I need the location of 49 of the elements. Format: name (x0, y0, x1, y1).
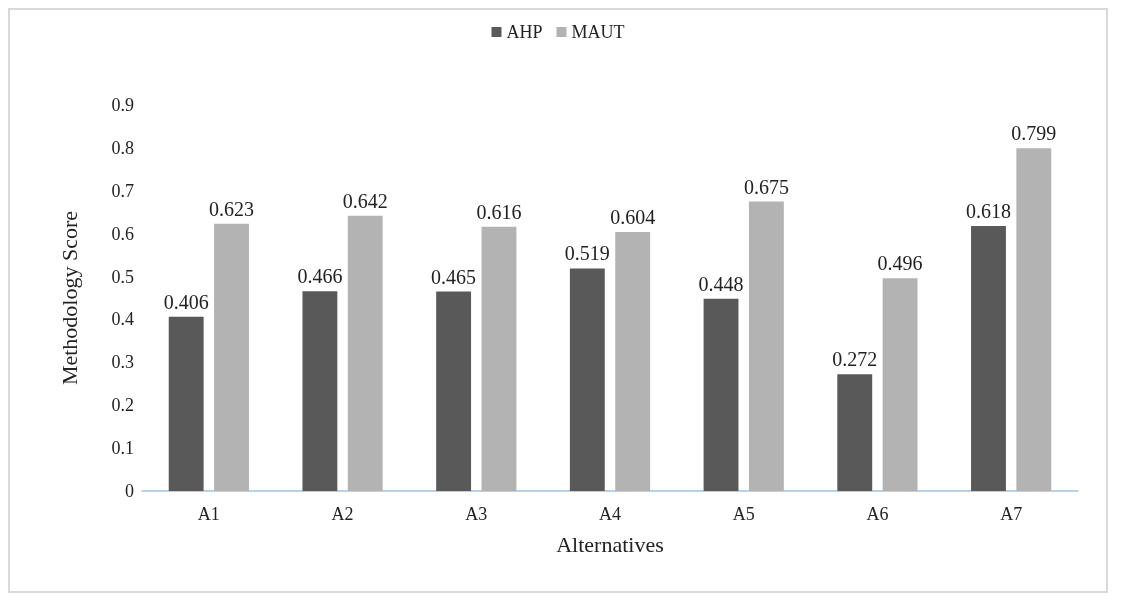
data-label: 0.496 (877, 252, 923, 275)
data-label: 0.616 (476, 200, 522, 223)
y-tick-label: 0.6 (111, 223, 134, 244)
data-label: 0.642 (342, 189, 388, 212)
bar (481, 226, 517, 491)
data-label: 0.406 (163, 290, 209, 313)
x-tick-label: A5 (732, 504, 755, 524)
bar (882, 278, 918, 491)
x-axis-title: Alternatives (556, 531, 664, 557)
bar (347, 215, 383, 491)
data-label: 0.466 (297, 265, 343, 288)
y-tick-label: 0.4 (111, 309, 134, 330)
data-label: 0.604 (610, 205, 656, 228)
bar (703, 298, 739, 491)
y-tick-label: 0.3 (111, 352, 134, 373)
data-label: 0.272 (832, 348, 878, 371)
x-tick-label: A4 (599, 504, 621, 524)
y-axis-title: Methodology Score (56, 210, 82, 386)
x-tick-label: A6 (866, 504, 889, 524)
x-tick-label: A3 (465, 504, 488, 524)
y-tick-label: 0 (125, 481, 134, 501)
data-label: 0.618 (965, 199, 1011, 222)
x-tick-label: A1 (197, 504, 220, 524)
x-tick-label: A7 (1000, 504, 1023, 524)
y-tick-label: 0.7 (111, 180, 134, 201)
data-label: 0.623 (209, 197, 255, 220)
bar (168, 316, 204, 491)
bar (971, 225, 1006, 491)
data-label: 0.465 (431, 265, 477, 288)
bar (214, 223, 249, 491)
bar (569, 268, 605, 491)
y-tick-label: 0.5 (111, 266, 134, 287)
y-tick-label: 0.2 (111, 395, 134, 416)
data-label: 0.519 (564, 242, 610, 265)
bar (748, 201, 784, 491)
bar (615, 231, 651, 491)
bar (302, 291, 338, 491)
bar (1016, 148, 1052, 491)
legend-label: AHP (506, 22, 543, 42)
bar (436, 291, 472, 491)
y-tick-label: 0.1 (111, 438, 134, 459)
x-tick-label: A2 (331, 504, 354, 524)
y-tick-label: 0.9 (111, 95, 134, 115)
y-tick-label: 0.8 (111, 137, 134, 158)
legend-label: MAUT (571, 22, 625, 42)
data-label: 0.448 (698, 272, 744, 295)
data-label: 0.799 (1011, 122, 1057, 145)
data-label: 0.675 (743, 175, 789, 198)
bar (837, 374, 873, 491)
